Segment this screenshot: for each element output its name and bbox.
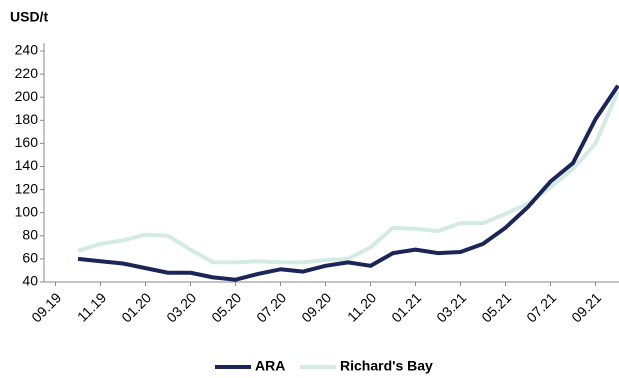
legend-label: Richard's Bay	[340, 358, 433, 374]
y-tick-label: 60	[22, 250, 38, 266]
y-tick-label: 180	[15, 111, 39, 127]
y-tick-label: 120	[15, 180, 39, 196]
x-tick-label: 11.20	[344, 289, 380, 325]
x-tick-label: 07.20	[253, 289, 289, 325]
x-tick-label: 09.20	[298, 289, 334, 325]
legend-label: ARA	[255, 358, 285, 374]
y-tick-label: 40	[22, 273, 38, 289]
x-tick-label: 03.20	[163, 289, 199, 325]
x-tick-label: 01.20	[118, 289, 154, 325]
line-series	[77, 84, 619, 282]
x-tick-label: 05.21	[478, 289, 514, 325]
x-tick-label: 09.21	[568, 289, 604, 325]
y-tick-label: 160	[15, 134, 39, 150]
x-tick-label: 11.19	[74, 289, 110, 325]
y-tick-label: 100	[15, 203, 39, 219]
y-axis-label: USD/t	[10, 9, 48, 25]
y-tick-label: 220	[15, 65, 39, 81]
y-tick-label: 140	[15, 157, 39, 173]
x-tick-label: 01.21	[388, 289, 424, 325]
line-series	[77, 90, 619, 265]
y-tick-label: 80	[22, 227, 38, 243]
x-tick-label: 09.19	[28, 289, 64, 325]
x-tick-label: 03.21	[433, 289, 469, 325]
x-tick-label: 05.20	[208, 289, 244, 325]
x-tick-label: 07.21	[523, 289, 559, 325]
y-tick-label: 240	[15, 42, 39, 58]
y-tick-label: 200	[15, 88, 39, 104]
